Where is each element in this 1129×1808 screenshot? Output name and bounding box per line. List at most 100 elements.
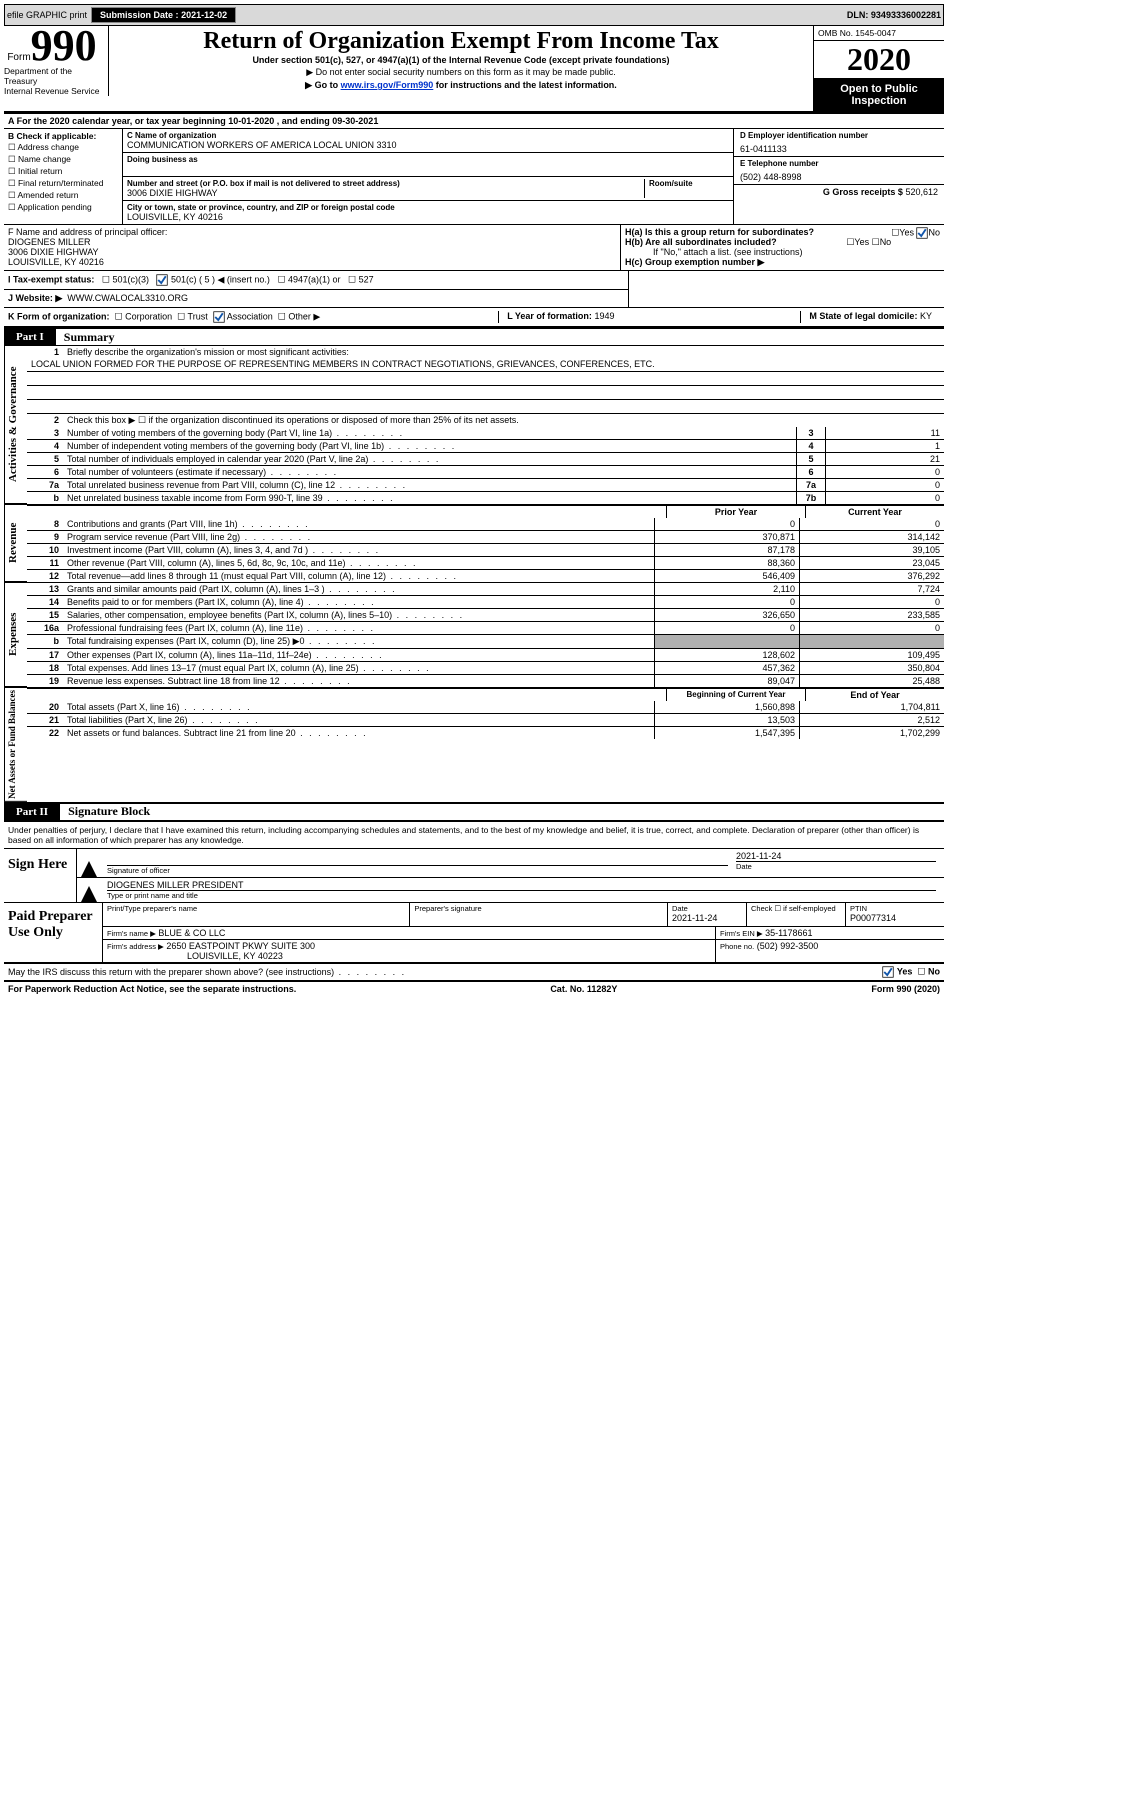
checkmark-icon bbox=[882, 966, 894, 978]
current-year-value: 1,702,299 bbox=[799, 727, 944, 739]
firm-ein-label: Firm's EIN ▶ bbox=[720, 929, 763, 938]
addr-label: Number and street (or P.O. box if mail i… bbox=[127, 179, 644, 188]
vert-net-assets: Net Assets or Fund Balances bbox=[4, 688, 27, 802]
omb-number: OMB No. 1545-0047 bbox=[814, 26, 944, 41]
line-a-tax-year: A For the 2020 calendar year, or tax yea… bbox=[4, 113, 944, 128]
officer-addr1: 3006 DIXIE HIGHWAY bbox=[8, 247, 616, 257]
table-row: 16aProfessional fundraising fees (Part I… bbox=[27, 621, 944, 634]
prior-year-value: 326,650 bbox=[654, 609, 799, 621]
opt-527[interactable]: 527 bbox=[359, 274, 374, 284]
current-year-value: 350,804 bbox=[799, 662, 944, 674]
opt-501c[interactable]: 501(c) ( 5 ) ◀ (insert no.) bbox=[171, 274, 270, 284]
checkmark-icon bbox=[213, 311, 225, 323]
tax-year: 2020 bbox=[814, 41, 944, 79]
header-note-2: ▶ Go to www.irs.gov/Form990 for instruct… bbox=[115, 80, 807, 91]
current-year-value: 109,495 bbox=[799, 649, 944, 661]
checkbox-address-change[interactable]: ☐ Address change bbox=[8, 142, 118, 153]
row-text: Revenue less expenses. Subtract line 18 … bbox=[63, 675, 654, 687]
section-h: H(a) Is this a group return for subordin… bbox=[620, 225, 944, 270]
irs-discuss-question: May the IRS discuss this return with the… bbox=[8, 967, 406, 977]
current-year-value: 2,512 bbox=[799, 714, 944, 726]
current-year-value: 23,045 bbox=[799, 557, 944, 569]
table-row: 20Total assets (Part X, line 16)1,560,89… bbox=[27, 701, 944, 713]
gross-receipts-value: 520,612 bbox=[905, 187, 938, 197]
prior-year-value: 88,360 bbox=[654, 557, 799, 569]
prior-year-value: 546,409 bbox=[654, 570, 799, 582]
opt-trust[interactable]: Trust bbox=[188, 311, 208, 321]
year-formation: 1949 bbox=[594, 311, 614, 321]
telephone-label: E Telephone number bbox=[740, 159, 938, 168]
city-label: City or town, state or province, country… bbox=[127, 203, 729, 212]
form-number-box: Form990 bbox=[4, 26, 109, 66]
submission-date-button[interactable]: Submission Date : 2021-12-02 bbox=[91, 7, 236, 23]
checkbox-initial-return[interactable]: ☐ Initial return bbox=[8, 166, 118, 177]
dln: DLN: 93493336002281 bbox=[847, 10, 941, 20]
website-value[interactable]: WWW.CWALOCAL3310.ORG bbox=[67, 293, 188, 303]
v6: 0 bbox=[825, 466, 944, 478]
checkbox-amended-return[interactable]: ☐ Amended return bbox=[8, 190, 118, 201]
table-row: 18Total expenses. Add lines 13–17 (must … bbox=[27, 661, 944, 674]
q7a-text: Total unrelated business revenue from Pa… bbox=[63, 479, 796, 491]
table-row: 13Grants and similar amounts paid (Part … bbox=[27, 583, 944, 595]
firm-addr-label: Firm's address ▶ bbox=[107, 942, 164, 951]
vert-expenses: Expenses bbox=[4, 583, 27, 687]
table-row: 9Program service revenue (Part VIII, lin… bbox=[27, 530, 944, 543]
part-1-header: Part I Summary bbox=[4, 328, 944, 346]
prior-year-value: 128,602 bbox=[654, 649, 799, 661]
paid-preparer-block: Paid Preparer Use Only Print/Type prepar… bbox=[4, 903, 944, 963]
topbar: efile GRAPHIC print Submission Date : 20… bbox=[4, 4, 944, 26]
v7b: 0 bbox=[825, 492, 944, 504]
section-bcde: B Check if applicable: ☐ Address change … bbox=[4, 128, 944, 224]
q2-text: Check this box ▶ ☐ if the organization d… bbox=[63, 414, 944, 427]
row-text: Salaries, other compensation, employee b… bbox=[63, 609, 654, 621]
current-year-value: 1,704,811 bbox=[799, 701, 944, 713]
table-row: 10Investment income (Part VIII, column (… bbox=[27, 543, 944, 556]
current-year-value: 314,142 bbox=[799, 531, 944, 543]
org-address: 3006 DIXIE HIGHWAY bbox=[127, 188, 644, 198]
checkmark-icon bbox=[156, 274, 168, 286]
section-fh: F Name and address of principal officer:… bbox=[4, 224, 944, 270]
opt-501c3[interactable]: 501(c)(3) bbox=[112, 274, 149, 284]
section-klm: K Form of organization: ☐ Corporation ☐ … bbox=[4, 307, 944, 328]
row-text: Professional fundraising fees (Part IX, … bbox=[63, 622, 654, 634]
opt-association[interactable]: Association bbox=[227, 311, 273, 321]
opt-other[interactable]: Other ▶ bbox=[288, 311, 320, 321]
irs-discuss-row: May the IRS discuss this return with the… bbox=[4, 963, 944, 980]
section-c: C Name of organization COMMUNICATION WOR… bbox=[123, 129, 734, 224]
current-year-value: 0 bbox=[799, 596, 944, 608]
caret-icon bbox=[81, 861, 97, 877]
firm-phone-label: Phone no. bbox=[720, 942, 754, 951]
org-city: LOUISVILLE, KY 40216 bbox=[127, 212, 729, 222]
ptin-value: P00077314 bbox=[850, 913, 940, 923]
hb-note: If "No," attach a list. (see instruction… bbox=[625, 247, 940, 257]
prior-year-value: 1,560,898 bbox=[654, 701, 799, 713]
firm-name-label: Firm's name ▶ bbox=[107, 929, 156, 938]
part-2-header: Part II Signature Block bbox=[4, 802, 944, 821]
summary-revenue: Revenue Prior YearCurrent Year 8Contribu… bbox=[4, 504, 944, 582]
current-year-value: 7,724 bbox=[799, 583, 944, 595]
self-employed-check[interactable]: Check ☐ if self-employed bbox=[751, 904, 841, 913]
row-text: Other expenses (Part IX, column (A), lin… bbox=[63, 649, 654, 661]
instructions-link[interactable]: www.irs.gov/Form990 bbox=[341, 80, 434, 90]
hdr-begin-year: Beginning of Current Year bbox=[666, 689, 805, 701]
checkbox-name-change[interactable]: ☐ Name change bbox=[8, 154, 118, 165]
header-title-block: Return of Organization Exempt From Incom… bbox=[109, 26, 813, 111]
current-year-value: 233,585 bbox=[799, 609, 944, 621]
preparer-date: 2021-11-24 bbox=[672, 913, 742, 923]
opt-corporation[interactable]: Corporation bbox=[125, 311, 172, 321]
summary-governance: Activities & Governance 1Briefly describ… bbox=[4, 346, 944, 504]
efile-label: efile GRAPHIC print bbox=[7, 10, 87, 20]
table-row: 21Total liabilities (Part X, line 26)13,… bbox=[27, 713, 944, 726]
table-row: 17Other expenses (Part IX, column (A), l… bbox=[27, 648, 944, 661]
checkbox-final-return[interactable]: ☐ Final return/terminated bbox=[8, 178, 118, 189]
section-i-tax-exempt: I Tax-exempt status: ☐ 501(c)(3) 501(c) … bbox=[4, 270, 628, 289]
checkmark-icon bbox=[916, 227, 928, 239]
caret-icon bbox=[81, 886, 97, 902]
checkbox-application-pending[interactable]: ☐ Application pending bbox=[8, 202, 118, 213]
prior-year-value bbox=[654, 635, 799, 648]
table-row: 8Contributions and grants (Part VIII, li… bbox=[27, 518, 944, 530]
table-row: 12Total revenue—add lines 8 through 11 (… bbox=[27, 569, 944, 582]
ein-value: 61-0411133 bbox=[740, 140, 938, 154]
opt-4947[interactable]: 4947(a)(1) or bbox=[288, 274, 341, 284]
officer-label: F Name and address of principal officer: bbox=[8, 227, 616, 237]
